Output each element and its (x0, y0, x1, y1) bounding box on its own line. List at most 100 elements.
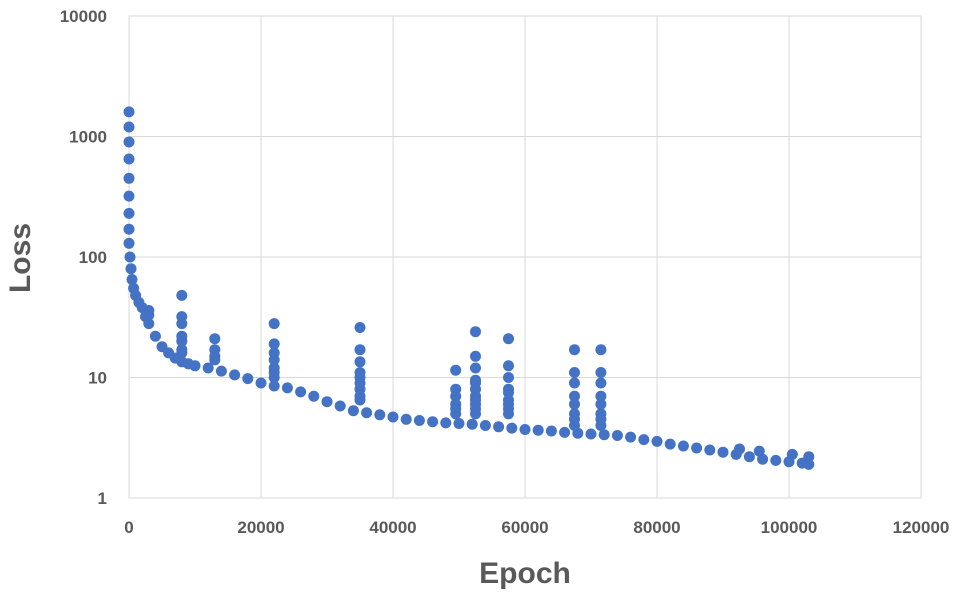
y-tick-label: 10000 (60, 7, 107, 26)
data-point (209, 354, 221, 366)
data-point (598, 429, 610, 441)
x-tick-label: 120000 (893, 518, 950, 537)
data-point (664, 438, 676, 450)
y-axis-tick-labels: 1 10 100 1000 10000 (60, 7, 107, 508)
data-point (268, 338, 280, 350)
data-point (569, 367, 580, 378)
y-tick-label: 100 (79, 248, 107, 267)
data-point (470, 326, 481, 338)
data-point (126, 274, 138, 285)
data-point (149, 330, 161, 342)
data-point (569, 420, 580, 431)
data-point (229, 369, 241, 381)
data-point (123, 207, 135, 219)
data-point (803, 458, 815, 470)
data-point (123, 121, 135, 133)
data-point (638, 434, 650, 446)
data-point (354, 356, 366, 368)
data-point (506, 422, 518, 434)
data-point (450, 390, 462, 402)
data-point (400, 413, 412, 425)
data-point (209, 333, 221, 345)
data-point (176, 318, 188, 330)
data-point (334, 400, 346, 412)
data-point (308, 390, 320, 402)
data-point (503, 360, 514, 372)
data-point (387, 411, 399, 423)
x-tick-label: 20000 (237, 518, 284, 537)
data-point (470, 350, 481, 362)
data-point (734, 443, 745, 455)
data-point (595, 390, 607, 402)
data-point (595, 398, 607, 410)
x-tick-label: 80000 (633, 518, 680, 537)
data-point (611, 430, 623, 441)
data-point (242, 373, 254, 385)
data-point (569, 377, 580, 389)
data-point (295, 386, 307, 398)
data-point (123, 172, 135, 184)
data-point (503, 333, 514, 345)
data-point (361, 407, 373, 419)
data-point (354, 344, 366, 356)
data-point (440, 417, 452, 429)
data-point (651, 435, 663, 447)
data-point (255, 377, 267, 389)
data-point (124, 251, 136, 263)
data-point (123, 190, 135, 202)
data-point (691, 442, 703, 454)
data-point (717, 446, 729, 458)
data-point (625, 431, 637, 443)
data-point (595, 377, 607, 389)
data-point (470, 362, 481, 374)
data-point (532, 424, 544, 436)
data-point (281, 382, 293, 394)
data-point (268, 372, 280, 383)
data-point (176, 289, 188, 301)
data-point (123, 237, 135, 249)
data-point (189, 360, 201, 372)
data-point (143, 318, 155, 330)
x-tick-label: 40000 (369, 518, 416, 537)
x-tick-label: 100000 (761, 518, 818, 537)
data-point (125, 263, 137, 275)
data-point (595, 367, 607, 378)
data-point (450, 408, 462, 420)
data-point (347, 405, 359, 417)
data-point (803, 451, 815, 463)
data-point (354, 394, 366, 406)
data-point (453, 418, 465, 429)
y-axis-title: Loss (4, 223, 37, 293)
data-point (450, 364, 462, 376)
data-point (559, 426, 571, 438)
data-point (677, 440, 689, 452)
x-axis-title: Epoch (479, 557, 571, 590)
data-point (545, 425, 557, 437)
data-point (753, 445, 765, 457)
data-point (176, 335, 188, 347)
data-point (786, 448, 798, 460)
data-point (413, 415, 425, 426)
data-point (123, 106, 135, 118)
data-point (268, 318, 280, 330)
data-point (743, 451, 755, 463)
y-tick-label: 1000 (69, 128, 107, 147)
data-point (770, 454, 782, 466)
data-point (123, 223, 135, 235)
data-point (143, 309, 155, 321)
data-point (595, 344, 607, 356)
data-point (519, 424, 531, 435)
data-point (493, 421, 505, 433)
y-tick-label: 1 (98, 489, 107, 508)
data-point (176, 347, 188, 359)
data-point (503, 408, 514, 420)
x-axis-tick-labels: 0 20000 40000 60000 80000 100000 120000 (124, 518, 949, 537)
data-point (268, 354, 280, 366)
data-point (202, 362, 214, 374)
data-point (268, 380, 280, 392)
data-point (569, 398, 580, 410)
data-point (321, 396, 333, 408)
data-point (354, 322, 366, 333)
